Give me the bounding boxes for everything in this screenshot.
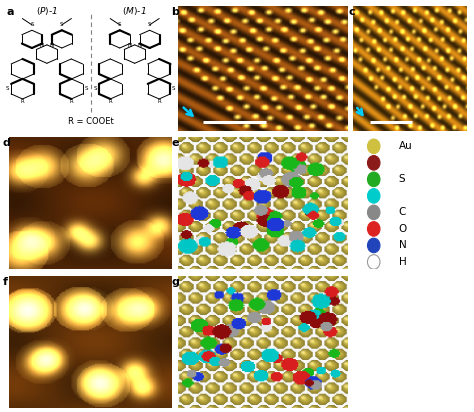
Text: N: N bbox=[137, 44, 142, 49]
Text: Au: Au bbox=[399, 141, 412, 151]
Text: H: H bbox=[399, 257, 407, 267]
Circle shape bbox=[367, 189, 380, 203]
Text: b: b bbox=[171, 7, 179, 17]
Circle shape bbox=[367, 238, 380, 253]
Text: $(P)$-1: $(P)$-1 bbox=[36, 5, 58, 17]
Text: S: S bbox=[148, 22, 151, 27]
Circle shape bbox=[367, 255, 380, 269]
Text: S: S bbox=[60, 22, 64, 27]
Circle shape bbox=[367, 139, 380, 154]
Text: N: N bbox=[128, 44, 132, 49]
Text: R = COOEt: R = COOEt bbox=[68, 117, 114, 126]
Text: S: S bbox=[399, 174, 405, 184]
Text: S: S bbox=[118, 22, 121, 27]
Text: N: N bbox=[40, 44, 44, 49]
Text: g: g bbox=[171, 277, 179, 287]
Text: R: R bbox=[109, 99, 112, 105]
Text: N: N bbox=[50, 44, 54, 49]
Text: R: R bbox=[157, 99, 161, 105]
Text: f: f bbox=[3, 277, 8, 287]
Text: e: e bbox=[171, 138, 179, 148]
Text: R: R bbox=[20, 99, 24, 105]
Text: S: S bbox=[6, 87, 9, 91]
Text: a: a bbox=[6, 7, 14, 17]
Text: O: O bbox=[399, 224, 407, 234]
Text: R: R bbox=[69, 99, 73, 105]
Text: C: C bbox=[399, 207, 406, 218]
Text: S: S bbox=[30, 22, 34, 27]
Text: $(M)$-1: $(M)$-1 bbox=[122, 5, 147, 17]
Text: S: S bbox=[172, 87, 175, 91]
Circle shape bbox=[367, 156, 380, 170]
Text: N: N bbox=[399, 241, 407, 250]
Circle shape bbox=[367, 172, 380, 187]
Text: c: c bbox=[349, 7, 356, 17]
Text: d: d bbox=[3, 138, 11, 148]
Circle shape bbox=[367, 205, 380, 220]
Circle shape bbox=[367, 222, 380, 236]
Text: S: S bbox=[84, 87, 88, 91]
Text: S: S bbox=[94, 87, 98, 91]
